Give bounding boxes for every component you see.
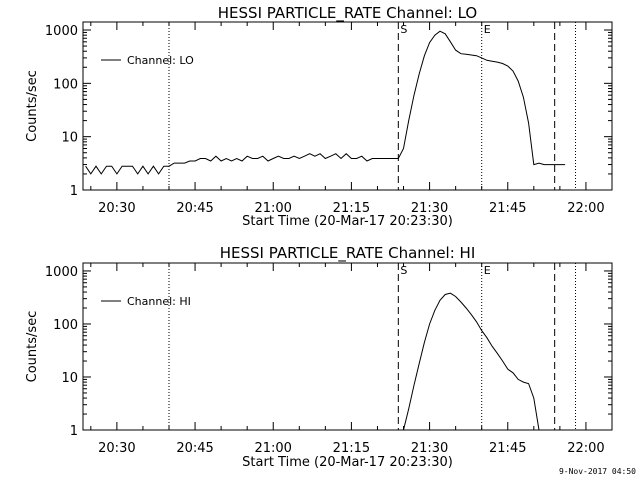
x-tick-label: 20:30 (98, 201, 135, 216)
y-tick-label: 10 (61, 371, 78, 386)
marker-label-e: E (484, 23, 491, 36)
chart-title: HESSI PARTICLE_RATE Channel: HI (220, 244, 476, 263)
y-tick-label: 10 (61, 131, 78, 146)
x-tick-label: 21:45 (489, 201, 526, 216)
plot-frame (82, 21, 613, 191)
x-tick-label: 21:15 (333, 201, 370, 216)
legend-label: Channel: HI (127, 295, 191, 308)
x-tick-label: 21:00 (254, 441, 291, 456)
x-tick-label: 22:00 (567, 441, 604, 456)
plot-frame (82, 262, 613, 431)
x-tick-label: 20:45 (176, 201, 213, 216)
y-tick-label: 1000 (45, 265, 78, 280)
y-tick-label: 1000 (45, 24, 78, 39)
x-axis-label: Start Time (20-Mar-17 20:23:30) (242, 455, 453, 470)
y-axis-label: Counts/sec (25, 311, 40, 383)
marker-label-e: E (484, 264, 491, 277)
y-tick-label: 100 (53, 318, 78, 333)
x-tick-label: 21:30 (411, 441, 448, 456)
data-series-line (403, 292, 540, 431)
x-tick-label: 20:45 (176, 441, 213, 456)
x-tick-label: 21:45 (489, 441, 526, 456)
y-axis-label: Counts/sec (25, 70, 40, 142)
marker-label-s: S (400, 264, 407, 277)
x-tick-label: 21:15 (333, 441, 370, 456)
y-tick-label: 100 (53, 77, 78, 92)
y-tick-label: 1 (70, 424, 78, 439)
marker-label-s: S (400, 23, 407, 36)
x-tick-label: 21:00 (254, 201, 291, 216)
x-tick-label: 21:30 (411, 201, 448, 216)
x-tick-label: 20:30 (98, 441, 135, 456)
lo-channel-plot: HESSI PARTICLE_RATE Channel: LO Counts/se… (25, 4, 613, 229)
generation-timestamp: 9-Nov-2017 04:50 (559, 467, 636, 476)
legend-label: Channel: LO (127, 54, 194, 67)
data-series-line (85, 30, 566, 175)
x-tick-label: 22:00 (567, 201, 604, 216)
y-tick-label: 1 (70, 184, 78, 199)
hi-channel-plot: HESSI PARTICLE_RATE Channel: HI Counts/se… (25, 244, 613, 470)
chart-title: HESSI PARTICLE_RATE Channel: LO (218, 4, 477, 23)
x-axis-label: Start Time (20-Mar-17 20:23:30) (242, 214, 453, 229)
